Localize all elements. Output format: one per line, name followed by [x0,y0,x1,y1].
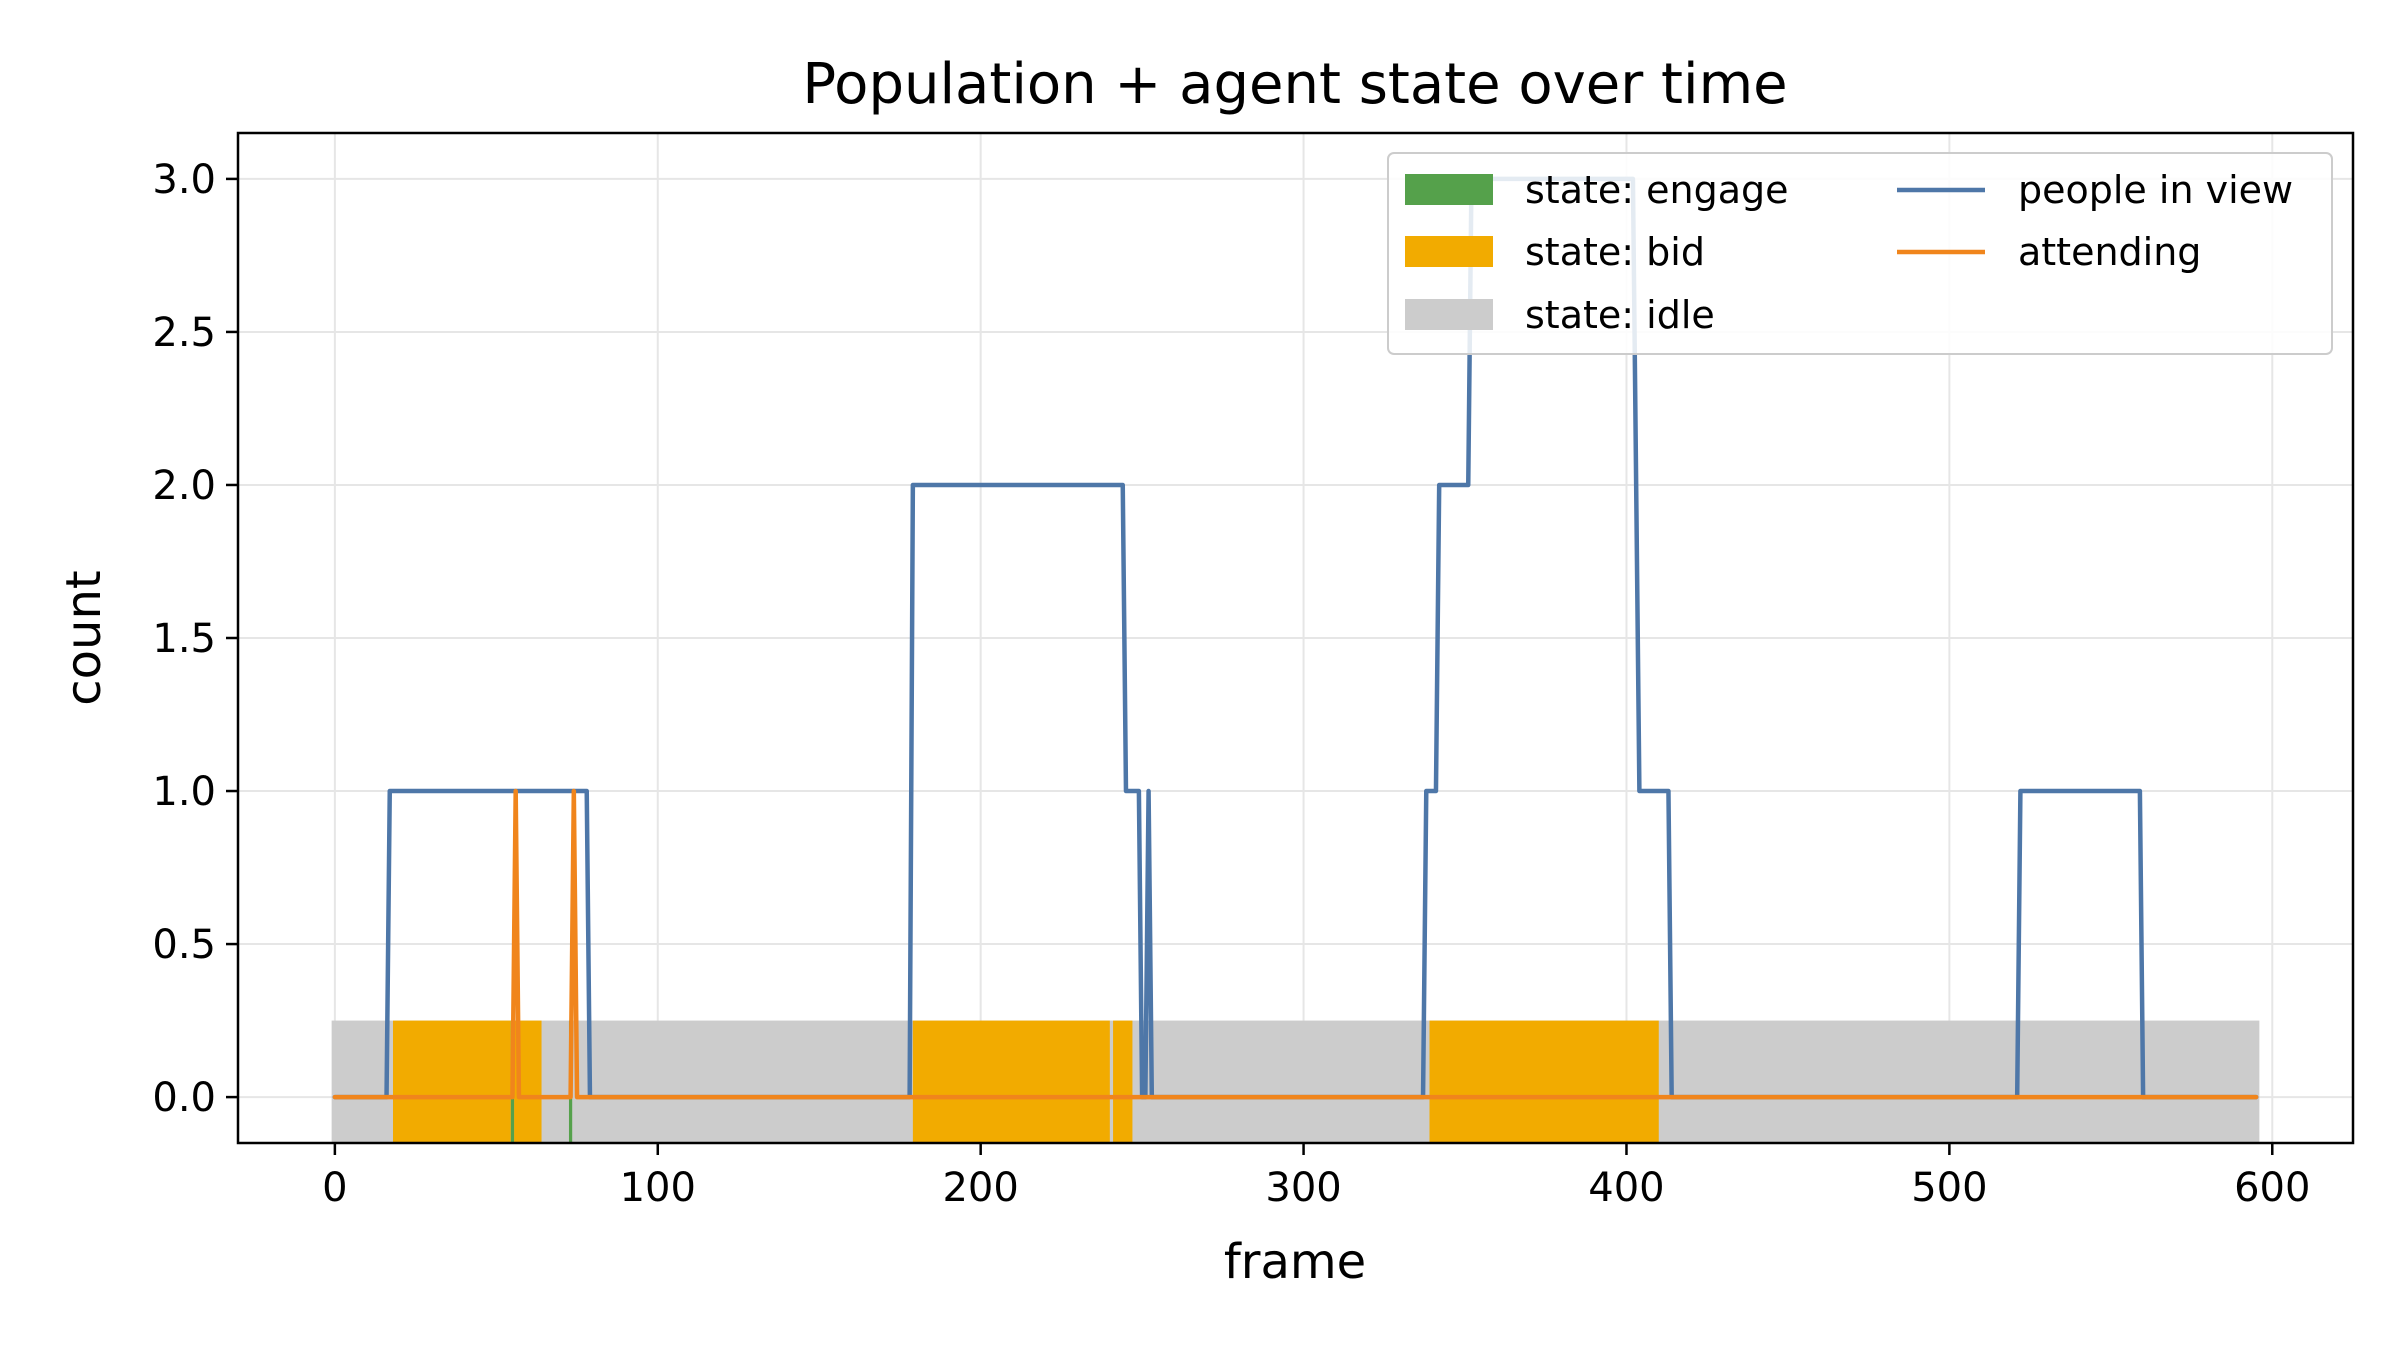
state-band-bid [912,1020,1110,1143]
legend-label: attending [2018,230,2201,274]
state-bands [331,1020,2260,1143]
x-tick-label: 400 [1588,1165,1664,1211]
x-tick-label: 0 [322,1165,347,1211]
x-axis-label: frame [1224,1234,1366,1290]
state-band-idle [331,1020,2260,1143]
legend-swatch-engage [1405,174,1493,205]
state-band-bid [392,1020,511,1143]
legend-swatch-bid [1405,236,1493,267]
y-tick-label: 2.0 [152,463,216,509]
x-ticks: 0 100 200 300 400 500 600 [322,1143,2310,1211]
legend-label: people in view [2018,168,2293,212]
y-axis-label: count [56,570,112,705]
legend-box [1387,152,2333,355]
state-band-bid [1429,1020,1659,1143]
x-tick-label: 300 [1265,1165,1341,1211]
y-tick-label: 1.0 [152,769,216,815]
y-tick-label: 3.0 [152,157,216,203]
y-tick-label: 2.5 [152,310,216,356]
series-line-attending [332,788,2259,1100]
y-tick-label: 0.0 [152,1075,216,1121]
x-tick-label: 200 [942,1165,1018,1211]
legend-swatch-idle [1405,299,1493,330]
x-tick-label: 500 [1911,1165,1987,1211]
y-ticks: 0.0 0.5 1.0 1.5 2.0 2.5 3.0 [152,157,238,1121]
legend: state: engage state: bid state: idle people… [1387,152,2333,355]
series-lines [332,176,2259,1100]
x-tick-label: 600 [2234,1165,2310,1211]
chart-title: Population + agent state over time [802,52,1787,117]
legend-label: state: bid [1525,230,1705,274]
x-tick-label: 100 [620,1165,696,1211]
y-tick-label: 1.5 [152,616,216,662]
legend-label: state: engage [1525,168,1789,212]
state-band-bid [1113,1020,1133,1143]
legend-label: state: idle [1525,293,1715,337]
y-tick-label: 0.5 [152,922,216,968]
